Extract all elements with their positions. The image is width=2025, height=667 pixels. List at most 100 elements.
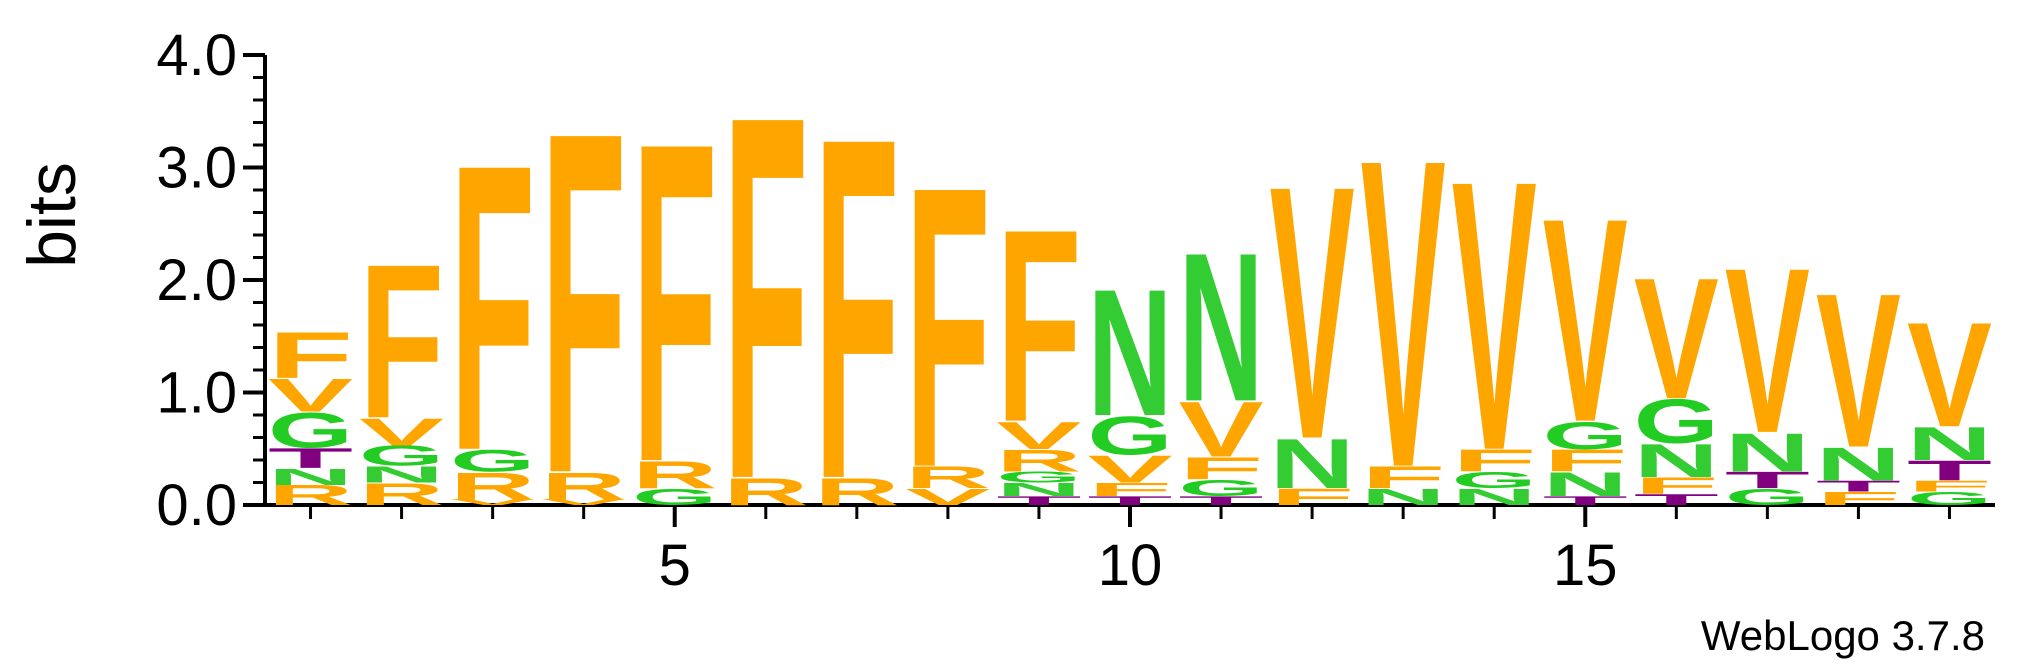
glyph-G: G [996, 468, 1081, 486]
glyph-T: T [1179, 494, 1264, 508]
glyph-R: R [541, 464, 626, 508]
y-axis-label: bits [14, 162, 90, 268]
glyph-R: R [268, 480, 353, 512]
glyph-G: G [1907, 488, 1992, 509]
glyph-G: G [1179, 475, 1264, 502]
glyph-V: V [1907, 292, 1992, 459]
weblogo-credit: WebLogo 3.7.8 [1701, 612, 1985, 659]
glyph-N: N [996, 479, 1081, 500]
glyph-F: F [1179, 451, 1264, 486]
glyph-F: F [632, 49, 717, 558]
logo-stack-8: VRF [905, 102, 990, 551]
glyph-F: F [996, 173, 1081, 480]
logo-stack-13: NFV [1361, 68, 1447, 560]
glyph-T: T [268, 443, 353, 475]
glyph-F: F [1543, 443, 1628, 478]
glyph-V: V [1816, 248, 1901, 494]
glyph-F: F [450, 79, 535, 535]
glyph-T: T [1087, 494, 1172, 508]
glyph-N: N [1907, 418, 1992, 471]
logo-stack-12: FNV [1270, 112, 1356, 515]
glyph-G: G [1087, 405, 1172, 466]
glyph-R: R [450, 464, 535, 508]
glyph-V: V [268, 369, 353, 421]
y-tick-label: 4.0 [156, 23, 237, 88]
logo-stack-5: GRF [632, 49, 717, 558]
glyph-T: T [1816, 477, 1901, 495]
glyph-N: N [1087, 253, 1172, 454]
glyph-F: F [1087, 479, 1172, 500]
glyph-N: N [1452, 484, 1537, 510]
glyph-F: F [1270, 484, 1355, 510]
glyph-F: F [541, 31, 626, 575]
glyph-T: T [1543, 494, 1628, 508]
glyph-G: G [268, 403, 353, 459]
glyph-V: V [905, 484, 990, 510]
glyph-V: V [996, 413, 1081, 457]
glyph-G: G [1725, 484, 1810, 511]
x-tick-label: 15 [1553, 533, 1618, 598]
glyph-R: R [359, 477, 444, 512]
glyph-N: N [1179, 210, 1264, 446]
logo-stack-6: RF [723, 8, 808, 587]
glyph-N: N [1543, 465, 1628, 504]
y-axis: 0.0 1.0 2.0 3.0 4.0 [156, 23, 267, 538]
glyph-V: V [1361, 68, 1447, 560]
glyph-V: V [1725, 219, 1810, 483]
glyph-F: F [359, 219, 444, 465]
glyph-T: T [1634, 491, 1719, 509]
glyph-N: N [1725, 422, 1810, 483]
glyph-F: F [1361, 460, 1446, 495]
glyph-R: R [905, 460, 990, 495]
glyph-V: V [1087, 447, 1172, 491]
y-tick-label: 2.0 [156, 248, 237, 313]
glyph-G: G [1634, 386, 1719, 456]
glyph-F: F [268, 319, 353, 393]
glyph-V: V [541, 498, 626, 507]
glyph-G: G [1543, 414, 1628, 458]
glyph-F: F [1907, 477, 1992, 495]
x-axis: 5 10 15 [265, 503, 1995, 598]
glyph-F: F [905, 102, 990, 551]
glyph-N: N [1634, 435, 1719, 488]
glyph-V: V [1634, 243, 1719, 435]
x-tick-label: 5 [659, 533, 691, 598]
glyph-N: N [1361, 484, 1446, 510]
glyph-G: G [1452, 467, 1537, 494]
glyph-V: V [1270, 112, 1356, 515]
glyph-R: R [996, 443, 1081, 478]
glyph-V: V [450, 498, 535, 507]
glyph-V: V [1543, 158, 1628, 483]
x-tick-label: 10 [1098, 533, 1163, 598]
glyph-T: T [1907, 455, 1992, 487]
logo-stack-7: RF [814, 36, 899, 580]
y-tick-label: 1.0 [156, 361, 237, 426]
glyph-F: F [1452, 443, 1537, 478]
glyph-R: R [632, 453, 717, 497]
glyph-N: N [268, 463, 353, 489]
glyph-G: G [632, 484, 717, 511]
glyph-G: G [359, 440, 444, 472]
glyph-R: R [814, 470, 899, 514]
y-tick-label: 0.0 [156, 473, 237, 538]
glyph-N: N [1816, 438, 1901, 491]
glyph-F: F [814, 36, 899, 580]
glyph-V: V [1179, 386, 1264, 474]
glyph-N: N [359, 461, 444, 487]
glyph-F: F [1816, 488, 1901, 509]
glyph-R: R [723, 470, 808, 514]
